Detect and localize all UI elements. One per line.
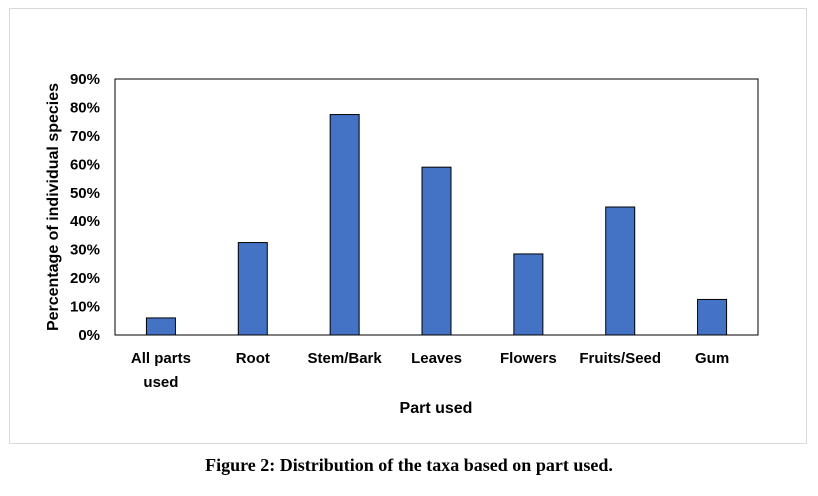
y-tick-label: 20% xyxy=(70,270,100,287)
x-tick-label: Leaves xyxy=(411,350,462,367)
y-tick-label: 70% xyxy=(70,128,100,145)
bar xyxy=(145,317,176,336)
x-tick-label: Flowers xyxy=(500,350,557,367)
bar xyxy=(605,206,636,336)
y-tick-label: 0% xyxy=(78,327,100,344)
bar xyxy=(421,166,452,336)
bars xyxy=(145,114,728,336)
y-tick-label: 60% xyxy=(70,156,100,173)
figure-caption: Figure 2: Distribution of the taxa based… xyxy=(205,455,613,475)
y-axis-title: Percentage of individual species xyxy=(45,83,62,331)
chart-frame xyxy=(9,8,807,444)
bar xyxy=(329,114,360,336)
y-tick-label: 40% xyxy=(70,213,100,230)
bar xyxy=(697,298,728,336)
x-tick-label: Gum xyxy=(695,350,729,367)
y-tick-label: 10% xyxy=(70,299,100,316)
x-axis-title: Part used xyxy=(400,400,473,417)
bar xyxy=(237,242,268,336)
bar xyxy=(513,253,544,336)
x-tick-label: Stem/Bark xyxy=(308,350,383,367)
y-tick-label: 30% xyxy=(70,242,100,259)
y-tick-label: 80% xyxy=(70,99,100,116)
x-tick-label: Root xyxy=(236,350,270,367)
plot-area-border xyxy=(114,78,759,336)
x-tick-label: Fruits/Seed xyxy=(579,350,661,367)
bar-chart: 0% 10% 20% 30% 40% 50% 60% 70% 80% 90% All parts u… xyxy=(45,71,759,417)
x-tick-label: All parts used xyxy=(131,350,191,391)
y-tick-label: 50% xyxy=(70,185,100,202)
y-tick-label: 90% xyxy=(70,71,100,88)
x-axis-ticks: All parts used Root Stem/Bark Leaves Flowers F… xyxy=(131,350,729,391)
y-axis-ticks: 0% 10% 20% 30% 40% 50% 60% 70% 80% 90% xyxy=(70,71,100,344)
